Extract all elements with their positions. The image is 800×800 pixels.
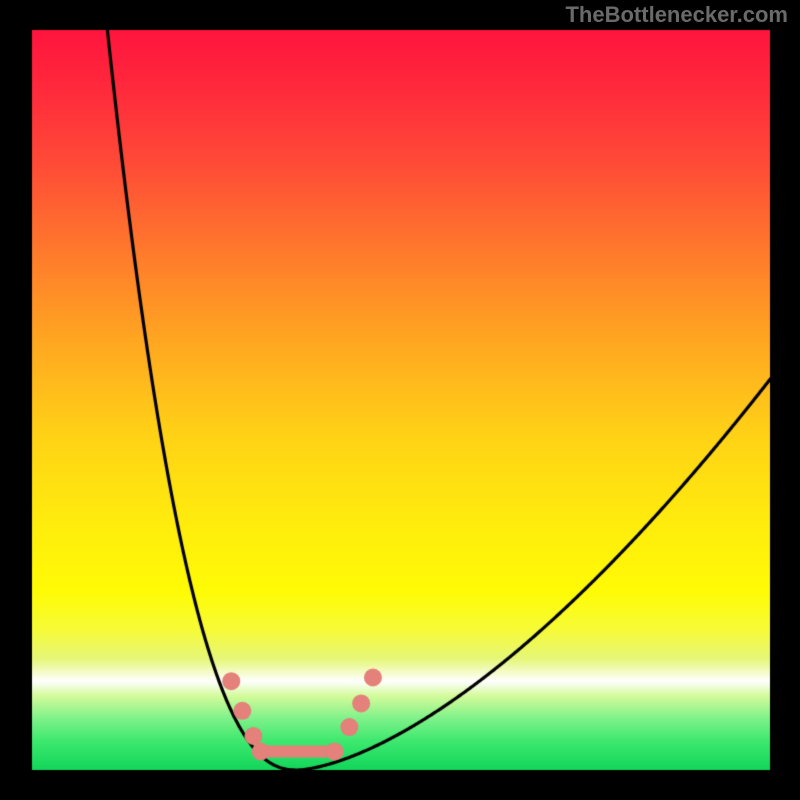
watermark-text: TheBottlenecker.com xyxy=(565,2,788,28)
bottleneck-chart xyxy=(0,0,800,800)
